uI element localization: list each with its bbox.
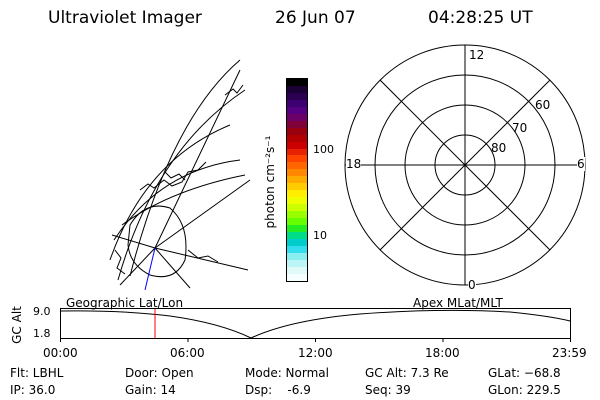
colorbar-segment: [287, 204, 307, 212]
info-gc-alt: GC Alt: 7.3 Re: [365, 366, 449, 380]
instrument-title: Ultraviolet Imager: [48, 8, 202, 28]
colorbar-segment: [287, 231, 307, 239]
continent-outline: [127, 205, 187, 278]
colorbar-segment: [287, 211, 307, 219]
colorbar-segment: [287, 155, 307, 163]
mlat-label-80: 80: [491, 141, 507, 155]
colorbar-segment: [287, 245, 307, 253]
colorbar-tick-100: 100: [313, 143, 334, 156]
info-mode: Mode: Normal: [245, 366, 329, 380]
mlat-label-60: 60: [535, 98, 551, 112]
colorbar-segment: [287, 183, 307, 191]
timeline-x-tick-4: 23:59: [552, 346, 587, 360]
colorbar-segment: [287, 176, 307, 184]
colorbar-segment: [287, 259, 307, 267]
lon-line: [154, 179, 251, 249]
timeline-x-tick-3: 18:00: [425, 346, 460, 360]
info-glon: GLon: 229.5: [488, 383, 561, 397]
color-bar: [286, 78, 308, 282]
timeline-y-tick-top: 9.0: [33, 305, 51, 318]
timeline-y-label: GC Alt: [10, 306, 24, 344]
date-label: 26 Jun 07: [275, 8, 356, 28]
timeline-right-title: Apex MLat/MLT: [413, 296, 503, 310]
track-line: [144, 247, 156, 290]
mlat-label-70: 70: [512, 121, 528, 135]
lat-arc: [121, 174, 246, 226]
timeline-x-tick-2: 12:00: [298, 346, 333, 360]
timeline-x-tick-1: 06:00: [170, 346, 205, 360]
lon-line: [111, 234, 156, 249]
colorbar-segment: [287, 113, 307, 121]
colorbar-segment: [287, 85, 307, 93]
colorbar-segment: [287, 197, 307, 205]
colorbar-segment: [287, 169, 307, 177]
polar-plot: [344, 44, 586, 286]
mlt-label-18: 18: [346, 157, 362, 171]
coastline: [114, 249, 126, 275]
colorbar-segment: [287, 148, 307, 156]
colorbar-segment: [287, 134, 307, 142]
lon-line: [154, 69, 241, 249]
coastline: [139, 161, 207, 191]
colorbar-unit-label: photon cm⁻²s⁻¹: [263, 135, 277, 229]
colorbar-segment: [287, 127, 307, 135]
colorbar-segment: [287, 190, 307, 198]
colorbar-segment: [287, 162, 307, 170]
colorbar-tick-10: 10: [313, 229, 327, 242]
time-label: 04:28:25 UT: [428, 8, 533, 28]
colorbar-segment: [287, 266, 307, 274]
coastline: [224, 84, 244, 96]
lat-arc: [113, 159, 241, 241]
timeline-plot: [60, 308, 571, 342]
info-door: Door: Open: [125, 366, 194, 380]
mlt-label-0: 0: [468, 278, 476, 292]
info-seq: Seq: 39: [365, 383, 411, 397]
colorbar-segment: [287, 120, 307, 128]
info-gain: Gain: 14: [125, 383, 176, 397]
meridian-diag: [379, 79, 551, 251]
geographic-map: [109, 59, 251, 290]
info-filter: Flt: LBHL: [10, 366, 64, 380]
coastline: [164, 171, 186, 181]
timeline-left-title: Geographic Lat/Lon: [66, 296, 184, 310]
colorbar-segment: [287, 106, 307, 114]
lat-arc: [129, 59, 241, 277]
colorbar-segment: [287, 92, 307, 100]
mlt-label-6: 6: [577, 157, 585, 171]
colorbar-segment: [287, 79, 307, 86]
timeline-y-tick-bottom: 1.8: [33, 327, 51, 340]
colorbar-segment: [287, 141, 307, 149]
colorbar-segment: [287, 238, 307, 246]
info-glat: GLat: −68.8: [488, 366, 561, 380]
colorbar-segment: [287, 99, 307, 107]
coastline: [187, 249, 219, 263]
colorbar-segment: [287, 273, 307, 281]
colorbar-segment: [287, 225, 307, 232]
mlt-label-12: 12: [469, 48, 485, 62]
info-ip: IP: 36.0: [10, 383, 56, 397]
colorbar-segment: [287, 252, 307, 260]
lon-line: [154, 247, 191, 289]
info-dsp: Dsp: -6.9: [245, 383, 311, 397]
colorbar-segment: [287, 218, 307, 226]
altitude-curve: [60, 309, 571, 339]
lon-line: [154, 247, 249, 271]
timeline-x-tick-0: 00:00: [43, 346, 78, 360]
